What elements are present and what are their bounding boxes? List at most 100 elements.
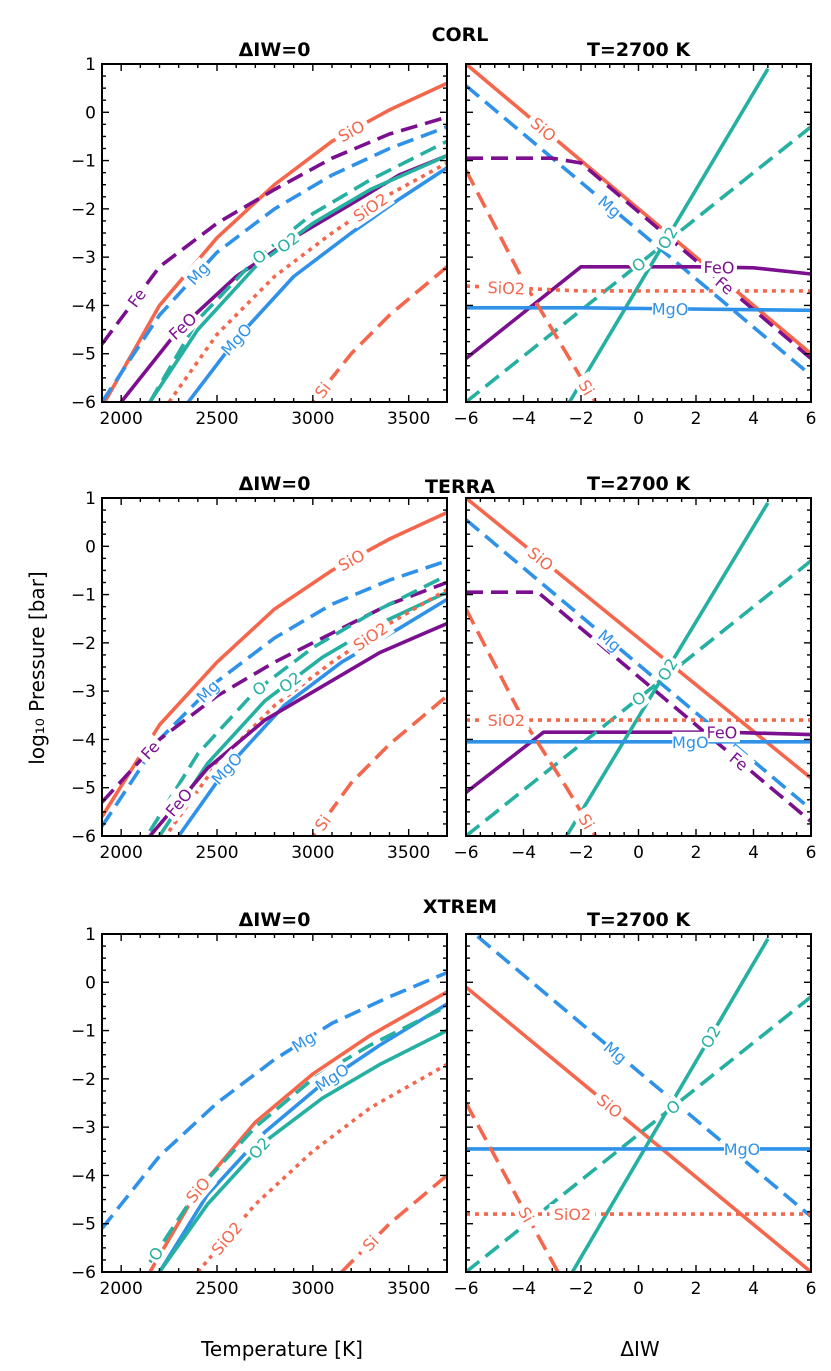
y-tick-label: −4 (71, 1166, 96, 1186)
x-tick-label: 3500 (387, 843, 430, 863)
panel-title: T=2700 K (587, 909, 691, 931)
series-line-mg (476, 935, 811, 1218)
series-line-o (148, 1004, 447, 1264)
x-tick-label: 2500 (195, 1279, 238, 1299)
panel-frame (465, 933, 812, 1273)
x-axis-label-delta-iw: ΔIW (620, 1337, 660, 1361)
series-label-o: O (246, 243, 272, 270)
x-tick-label: 6 (806, 409, 817, 429)
series-line-feo (119, 154, 447, 402)
series-label-o2: O2 (652, 653, 683, 686)
series-group (466, 498, 811, 836)
y-tick-label: 1 (85, 55, 96, 75)
x-tick-label: 0 (633, 1279, 644, 1299)
x-tick-label: 2 (691, 409, 702, 429)
x-tick-label: −6 (453, 1279, 478, 1299)
series-line-si (311, 694, 447, 836)
x-tick-label: 3500 (387, 1279, 430, 1299)
series-line-fe (102, 115, 447, 346)
y-tick-label: −6 (71, 1263, 96, 1283)
svg-text:MgO: MgO (724, 1140, 761, 1159)
panel-frame (101, 497, 448, 837)
x-tick-label: 2000 (100, 409, 143, 429)
series-line-mgo (466, 305, 811, 313)
series-line-sio (466, 64, 811, 356)
x-tick-label: −4 (511, 1279, 536, 1299)
x-tick-label: 6 (806, 1279, 817, 1299)
group-title-xtrem: XTREM (423, 896, 497, 918)
series-line-feo (148, 621, 447, 836)
y-tick-label: −6 (71, 827, 96, 847)
svg-text:MgO: MgO (672, 733, 709, 752)
svg-text:MgO: MgO (312, 1060, 353, 1096)
series-line-sio2 (167, 161, 447, 402)
y-tick-label: −6 (71, 393, 96, 413)
series-label-si: Si (571, 805, 603, 838)
x-tick-label: 0 (633, 843, 644, 863)
x-tick-label: −4 (511, 409, 536, 429)
x-tick-label: 2500 (195, 409, 238, 429)
series-group (466, 935, 811, 1272)
series-line-mgo (157, 1002, 447, 1272)
y-tick-label: 1 (85, 489, 96, 509)
svg-text:SiO2: SiO2 (554, 1205, 591, 1224)
x-tick-label: 2 (691, 843, 702, 863)
y-tick-label: −2 (71, 200, 96, 220)
y-tick-label: −1 (71, 152, 96, 172)
group-title-terra: TERRA (425, 476, 495, 498)
y-tick-label: 0 (85, 973, 96, 993)
series-label-feo: FeO (700, 256, 738, 278)
x-tick-label: 2000 (100, 1279, 143, 1299)
series-line-mg (466, 84, 811, 377)
series-label-o: O (626, 251, 651, 278)
y-tick-label: −4 (71, 730, 96, 750)
x-tick-label: −6 (453, 409, 478, 429)
svg-text:Mg: Mg (288, 1027, 318, 1056)
series-group (466, 64, 811, 402)
series-label-o: O (626, 685, 651, 712)
y-tick-label: 0 (85, 537, 96, 557)
group-title-corl: CORL (432, 24, 489, 46)
series-label-sio2: SiO2 (482, 276, 530, 299)
y-axis-label: log₁₀ Pressure [bar] (25, 571, 49, 764)
panel-frame (465, 497, 812, 837)
panel-title: T=2700 K (587, 473, 691, 495)
series-line-mg (102, 125, 447, 402)
series-label-si: Si (571, 371, 603, 404)
x-tick-label: −2 (568, 1279, 593, 1299)
series-label-si: Si (511, 1198, 542, 1231)
y-tick-label: −3 (71, 248, 96, 268)
series-line-o2 (158, 1028, 447, 1272)
series-group (102, 970, 447, 1272)
y-tick-label: −4 (71, 296, 96, 316)
x-tick-label: 4 (748, 843, 759, 863)
y-tick-label: −5 (71, 345, 96, 365)
svg-text:O2: O2 (697, 1022, 725, 1051)
series-label-fe: Fe (120, 281, 153, 315)
y-tick-label: −1 (71, 586, 96, 606)
x-tick-label: −6 (453, 843, 478, 863)
x-tick-label: 3500 (387, 409, 430, 429)
series-group (102, 510, 447, 836)
svg-text:FeO: FeO (703, 258, 734, 278)
series-label-o: O (660, 1094, 686, 1120)
panel-title: T=2700 K (587, 39, 691, 61)
series-label-o: O (246, 675, 272, 702)
panel-title: ΔIW=0 (239, 39, 311, 61)
series-line-feo (466, 730, 811, 794)
series-label-feo: FeO (703, 722, 740, 743)
series-label-mgo: MgO (724, 1138, 761, 1159)
series-label-sio2: SiO2 (483, 710, 530, 731)
panel-frame (101, 63, 448, 403)
x-tick-label: −4 (511, 843, 536, 863)
series-line-sio (466, 498, 811, 780)
series-line-sio (466, 985, 811, 1272)
x-tick-label: −2 (568, 843, 593, 863)
x-axis-label-temperature: Temperature [K] (200, 1337, 363, 1361)
series-line-sio (102, 81, 447, 402)
